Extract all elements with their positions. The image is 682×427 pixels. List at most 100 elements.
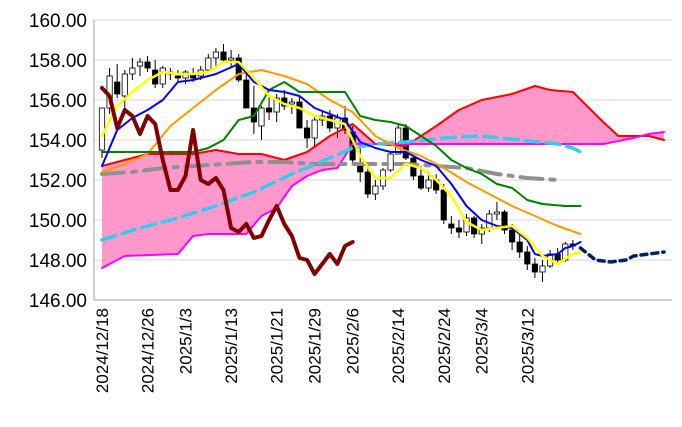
candlestick — [311, 116, 318, 146]
candlestick — [524, 246, 531, 270]
candle-body — [144, 61, 151, 69]
candle-body — [455, 227, 463, 233]
candlestick — [114, 64, 121, 98]
candlestick — [501, 210, 508, 234]
candlestick — [440, 184, 447, 224]
tenkan-line — [101, 63, 582, 257]
candle-body — [501, 211, 508, 231]
cloud-lower-line — [101, 131, 665, 269]
candlestick — [478, 224, 485, 244]
candlestick — [205, 54, 212, 72]
candlestick — [372, 180, 379, 200]
candle-body — [243, 79, 250, 109]
candle-body — [266, 107, 273, 113]
candle-body — [524, 251, 531, 265]
candle-body — [372, 185, 379, 195]
candle-body — [448, 223, 455, 229]
candlestick — [516, 234, 523, 258]
candle-body — [205, 57, 212, 71]
candlestick — [129, 58, 136, 80]
x-tick-label: 2025/3/4 — [473, 308, 492, 374]
candlestick — [448, 216, 455, 234]
y-tick-label: 152.00 — [29, 171, 87, 192]
candle-body — [539, 265, 546, 273]
candlestick — [539, 260, 546, 282]
candlestick — [387, 152, 394, 172]
candlestick — [258, 106, 265, 140]
x-tick-label: 2025/1/13 — [222, 308, 241, 384]
candlestick — [463, 214, 470, 236]
ma-lightblue-line — [100, 134, 583, 242]
y-tick-label: 160.00 — [29, 11, 87, 32]
candle-body — [531, 263, 538, 273]
candlestick — [235, 54, 242, 82]
candlestick — [220, 44, 227, 62]
kijun-line — [101, 81, 582, 207]
candle-body — [273, 97, 280, 113]
x-tick-label: 2024/12/18 — [93, 308, 112, 393]
candlestick — [243, 74, 250, 109]
candle-body — [174, 75, 182, 79]
candlestick — [136, 58, 144, 76]
cloud-fill — [102, 86, 664, 268]
candle-body — [303, 127, 311, 139]
x-tick-label: 2024/12/26 — [139, 308, 158, 393]
candle-body — [364, 171, 371, 195]
ma-gray-line — [100, 160, 560, 182]
candle-body — [486, 213, 493, 229]
y-tick-label: 150.00 — [29, 211, 87, 232]
candle-body — [509, 229, 516, 243]
plot-area — [98, 44, 666, 282]
y-tick-label: 146.00 — [29, 291, 87, 312]
candlestick — [159, 66, 166, 88]
candle-body — [212, 51, 219, 59]
lagging-line — [100, 86, 355, 276]
candle-body — [129, 67, 136, 75]
candle-body — [121, 73, 128, 97]
candle-body — [417, 175, 425, 189]
candle-body — [114, 81, 121, 95]
candle-body — [326, 115, 333, 129]
candle-body — [98, 107, 106, 151]
candle-body — [440, 189, 447, 221]
candle-body — [228, 57, 235, 61]
candle-body — [296, 101, 303, 129]
y-tick-label: 148.00 — [29, 251, 87, 272]
candle-body — [159, 67, 166, 85]
x-tick-label: 2025/2/24 — [435, 308, 454, 384]
y-tick-label: 154.00 — [29, 131, 87, 152]
candlestick — [266, 96, 273, 120]
candle-body — [288, 101, 295, 105]
x-tick-label: 2025/1/29 — [306, 308, 325, 384]
x-tick-label: 2025/1/21 — [268, 308, 287, 384]
x-axis: 2024/12/18 2024/12/26 2025/1/3 2025/1/13 202… — [93, 299, 672, 393]
candlestick — [417, 166, 425, 190]
candlestick — [493, 202, 500, 220]
candlestick — [410, 156, 417, 180]
candlestick — [531, 258, 538, 278]
candlestick — [296, 96, 303, 129]
x-tick-label: 2025/2/14 — [389, 308, 408, 384]
candlestick — [303, 120, 311, 148]
candlestick — [364, 164, 371, 198]
x-tick-label: 2025/1/3 — [177, 308, 196, 374]
candle-body — [311, 119, 318, 139]
candlestick — [455, 220, 463, 238]
forecast-line — [578, 246, 666, 264]
y-axis: 160.00 158.00 156.00 154.00 152.00 150.00 148.… — [29, 11, 95, 312]
ma-orange-line — [101, 69, 582, 235]
candle-body — [387, 153, 394, 171]
candlestick — [250, 86, 257, 134]
candle-body — [493, 211, 500, 215]
y-tick-label: 158.00 — [29, 51, 87, 72]
candle-body — [463, 217, 470, 233]
candle-body — [220, 51, 227, 61]
candlestick — [121, 70, 128, 114]
candlestick — [212, 48, 219, 66]
candle-body — [516, 241, 523, 253]
x-tick-label: 2025/2/6 — [344, 308, 363, 374]
x-tick-label: 2025/3/12 — [518, 308, 537, 384]
candle-body — [425, 179, 432, 189]
candlestick — [174, 70, 182, 82]
